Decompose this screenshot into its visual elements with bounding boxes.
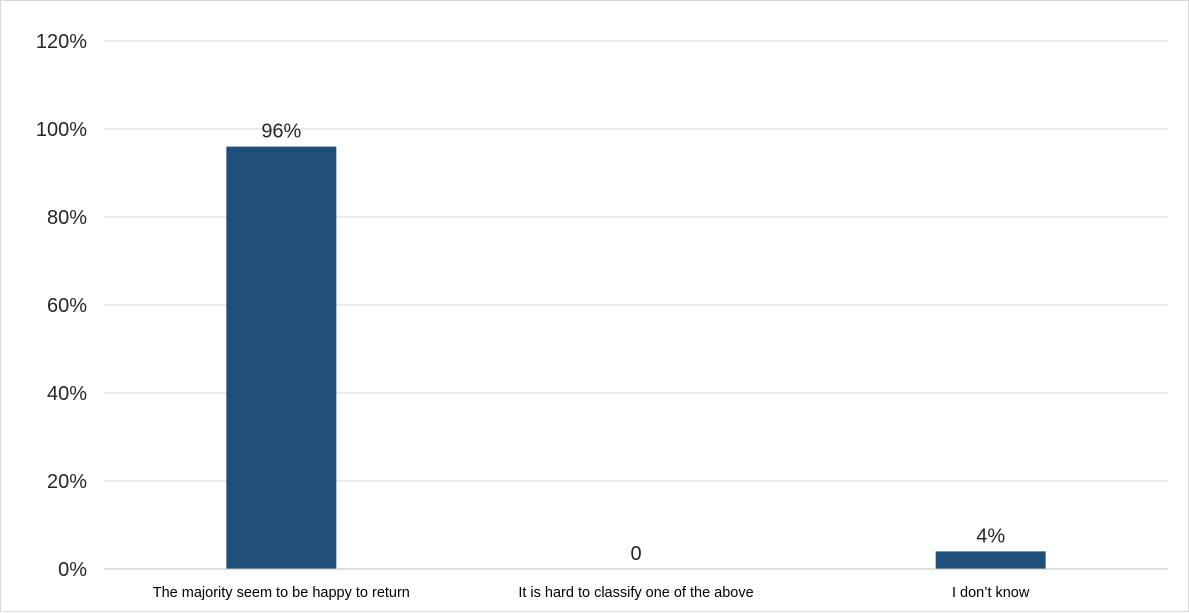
y-tick-label: 60% bbox=[47, 295, 87, 317]
y-tick-label: 120% bbox=[36, 31, 87, 53]
y-tick-label: 80% bbox=[47, 207, 87, 229]
data-labels: 96% 0 4% bbox=[261, 121, 1005, 565]
y-tick-label: 20% bbox=[47, 471, 87, 493]
y-tick-label: 100% bbox=[36, 119, 87, 141]
bars bbox=[226, 146, 1046, 569]
y-tick-label: 40% bbox=[47, 383, 87, 405]
category-label: It is hard to classify one of the above bbox=[518, 585, 753, 601]
bar bbox=[226, 146, 337, 569]
y-tick-label: 0% bbox=[58, 559, 87, 581]
category-label: The majority seem to be happy to return bbox=[153, 585, 410, 601]
data-label: 0 bbox=[630, 543, 641, 565]
data-label: 96% bbox=[261, 121, 301, 143]
y-axis-tick-labels: 0% 20% 40% 60% 80% 100% 120% bbox=[36, 31, 87, 581]
category-labels: The majority seem to be happy to return I… bbox=[153, 585, 1030, 601]
bar bbox=[935, 551, 1046, 569]
category-label: I don’t know bbox=[952, 585, 1030, 601]
data-label: 4% bbox=[976, 525, 1005, 547]
